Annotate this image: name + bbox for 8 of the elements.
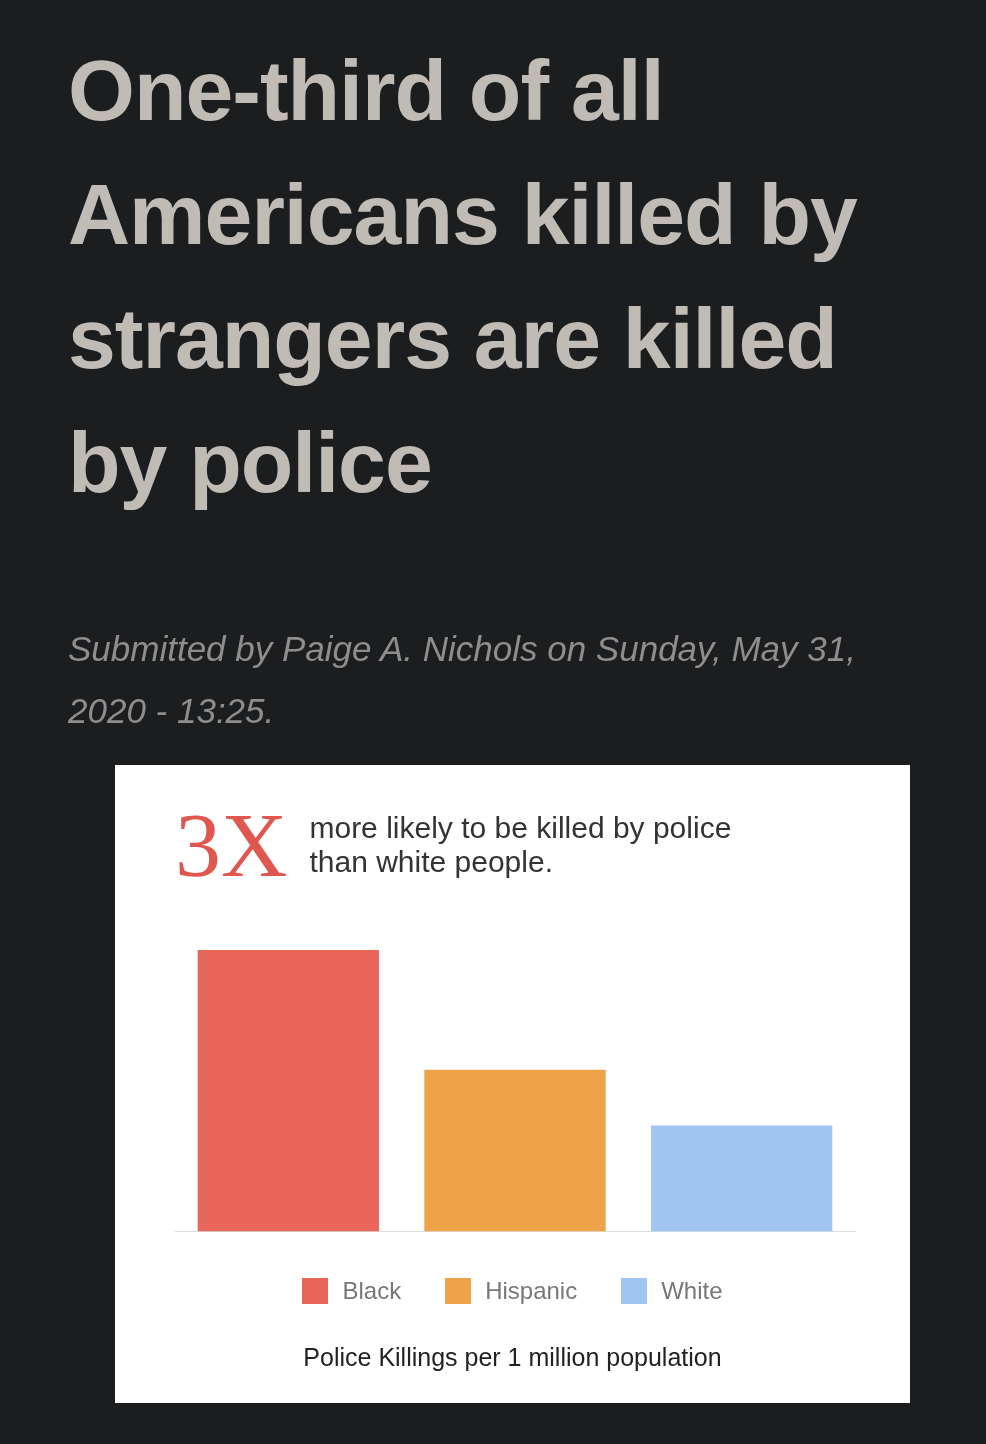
text: 3X [175, 794, 288, 896]
chart-title: One-third of all Americans killed by strangers are killed by police [68, 41, 859, 512]
text: more likely to be killed by police than white people. [309, 811, 733, 879]
chart-subtitle: Submitted by Paige A. Nichols on Sunday, May 31, 2020 - 13:25. [68, 628, 857, 732]
x-axis-title: Police Killings per 1 million population [302, 1343, 723, 1372]
legend-label: White [661, 1277, 723, 1305]
legend-label: Black [342, 1277, 402, 1305]
legend-label: Hispanic [485, 1277, 578, 1305]
